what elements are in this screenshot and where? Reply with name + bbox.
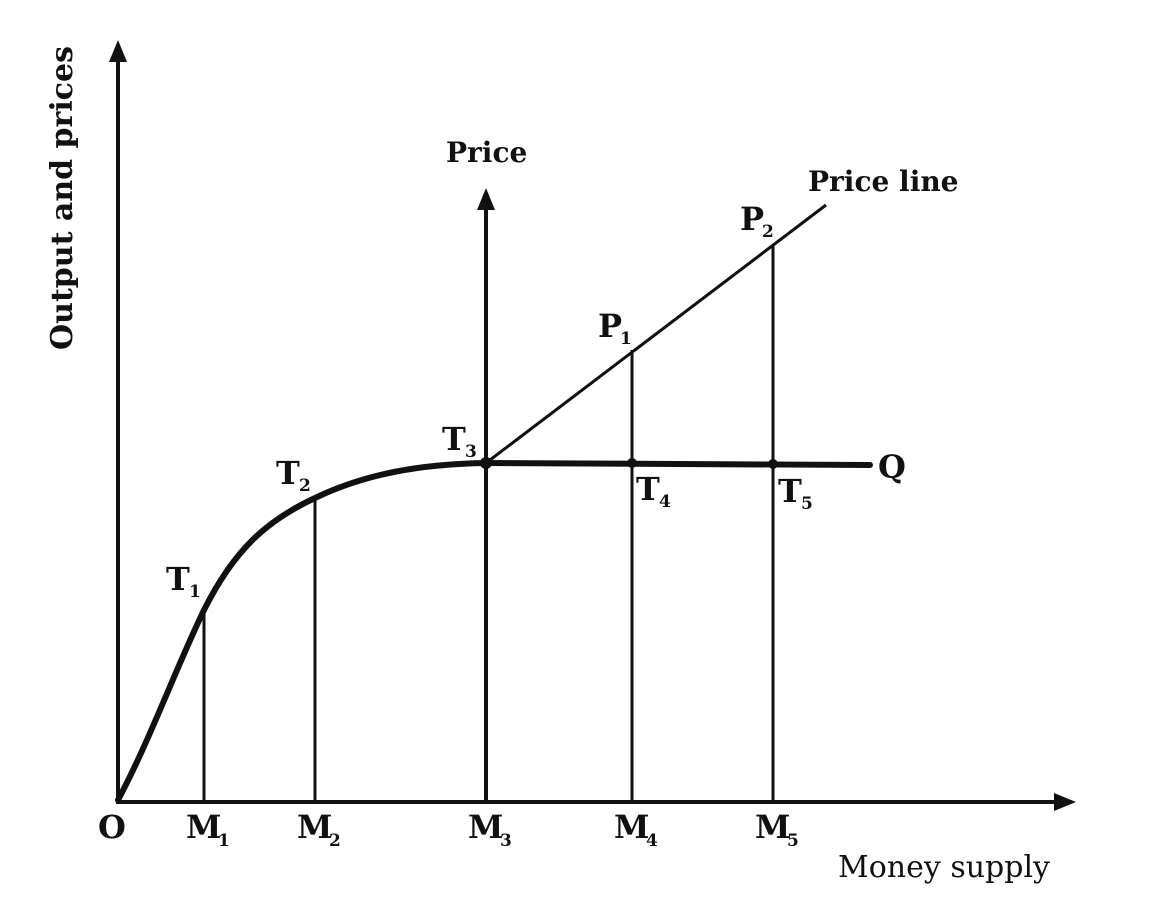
label-t1: T 1 <box>166 560 201 602</box>
svg-text:2: 2 <box>329 831 341 851</box>
price-line <box>485 203 827 465</box>
svg-text:M: M <box>614 808 649 846</box>
label-t5: T 5 <box>778 472 813 514</box>
x-tick-m3: M 3 <box>468 808 512 851</box>
label-p1: P 1 <box>598 307 632 349</box>
svg-text:T: T <box>778 472 802 510</box>
svg-text:M: M <box>755 808 790 846</box>
svg-text:T: T <box>636 470 660 508</box>
price-line-label: Price line <box>808 165 959 198</box>
label-t3: T 3 <box>442 420 477 462</box>
svg-text:4: 4 <box>659 492 671 512</box>
point-t4 <box>627 458 637 468</box>
svg-text:3: 3 <box>465 442 477 462</box>
svg-text:M: M <box>468 808 503 846</box>
svg-text:1: 1 <box>620 329 632 349</box>
svg-text:T: T <box>276 454 300 492</box>
point-t5 <box>768 459 778 469</box>
x-axis-arrowhead <box>1054 793 1076 811</box>
y-axis-arrowhead <box>109 40 127 62</box>
svg-text:5: 5 <box>801 494 813 514</box>
x-tick-m1: M 1 <box>186 808 230 851</box>
svg-text:2: 2 <box>299 476 311 496</box>
svg-text:T: T <box>166 560 190 598</box>
y-axis-title: Output and prices <box>45 46 80 350</box>
price-axis-arrowhead <box>477 188 495 210</box>
svg-text:M: M <box>297 808 332 846</box>
svg-text:P: P <box>740 200 764 238</box>
point-t3 <box>480 457 492 469</box>
x-axis-title: Money supply <box>838 850 1050 885</box>
x-tick-m4: M 4 <box>614 808 658 851</box>
label-t4: T 4 <box>636 470 671 512</box>
svg-text:3: 3 <box>500 831 512 851</box>
x-tick-m2: M 2 <box>297 808 341 851</box>
label-p2: P 2 <box>740 200 774 242</box>
label-t2: T 2 <box>276 454 311 496</box>
svg-text:4: 4 <box>646 831 658 851</box>
output-curve <box>115 459 873 803</box>
svg-text:M: M <box>186 808 221 846</box>
output-curve-label: Q <box>878 448 906 486</box>
x-tick-m5: M 5 <box>755 808 799 851</box>
svg-text:1: 1 <box>218 831 230 851</box>
origin-label: O <box>98 808 126 846</box>
svg-text:P: P <box>598 307 622 345</box>
svg-text:5: 5 <box>787 831 799 851</box>
price-axis-title: Price <box>446 136 527 169</box>
svg-text:1: 1 <box>189 582 201 602</box>
svg-text:2: 2 <box>762 222 774 242</box>
svg-text:T: T <box>442 420 466 458</box>
